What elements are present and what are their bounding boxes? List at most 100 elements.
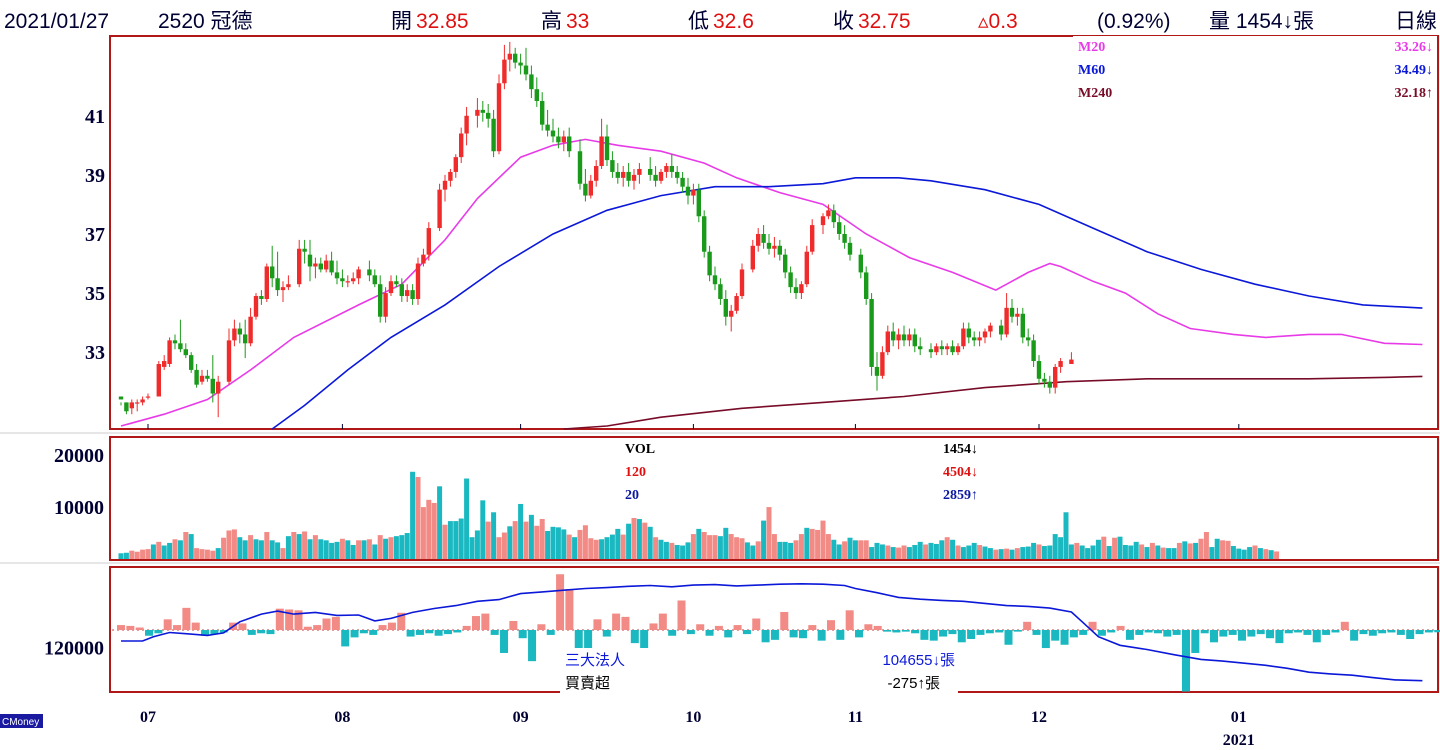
candle-body bbox=[1004, 307, 1009, 335]
month-tick-label: 11 bbox=[848, 709, 863, 726]
volume-bar bbox=[960, 547, 966, 559]
net-bar bbox=[238, 623, 247, 630]
net-bar bbox=[154, 630, 163, 634]
net-bar bbox=[415, 630, 424, 635]
legend-net-value: -275↑張 bbox=[887, 675, 940, 692]
legend-m60-name: M60 bbox=[1078, 63, 1105, 78]
volume-bar bbox=[874, 542, 880, 559]
candle-body bbox=[831, 210, 836, 223]
net-bar bbox=[1350, 630, 1359, 641]
price-legend-box bbox=[1073, 36, 1437, 104]
net-bar bbox=[331, 616, 340, 630]
candle-body bbox=[631, 174, 637, 181]
candle-body bbox=[475, 109, 480, 116]
net-bar bbox=[303, 626, 312, 630]
net-bar bbox=[1079, 630, 1088, 635]
ma-line-m60 bbox=[271, 177, 1423, 430]
volume-bar bbox=[194, 548, 200, 559]
volume-bar bbox=[815, 529, 821, 559]
volume-bar bbox=[539, 519, 545, 559]
candle-body bbox=[345, 281, 350, 283]
volume-bar bbox=[572, 537, 578, 559]
volume-bar bbox=[577, 529, 583, 559]
candle-body bbox=[264, 266, 269, 299]
volume-bar bbox=[1139, 544, 1145, 559]
net-bar bbox=[1210, 630, 1219, 643]
net-bar bbox=[537, 624, 546, 630]
net-bar bbox=[1415, 630, 1424, 635]
price-legend: M20 33.26↓ M60 34.49↓ M240 32.18↑ bbox=[1073, 36, 1437, 104]
net-bar bbox=[1153, 630, 1162, 634]
candle-body bbox=[804, 251, 809, 285]
volume-bar bbox=[609, 534, 615, 559]
net-bar bbox=[668, 630, 677, 636]
candle-body bbox=[772, 245, 777, 249]
candle-body bbox=[210, 378, 215, 394]
net-bar bbox=[509, 620, 518, 630]
legend-m20-value: 33.26↓ bbox=[1395, 40, 1434, 55]
change-value: ▵0.3 bbox=[978, 10, 1018, 33]
candle-body bbox=[140, 399, 145, 403]
month-tick-label: 09 bbox=[513, 709, 529, 726]
net-bar bbox=[359, 630, 368, 634]
volume-summary: 量 1454↓張 bbox=[1209, 10, 1314, 33]
volume-bar bbox=[1101, 536, 1107, 559]
volume-bar bbox=[555, 527, 561, 559]
volume-bar bbox=[291, 532, 297, 559]
net-bar bbox=[920, 630, 929, 640]
net-bar bbox=[453, 630, 462, 633]
net-bar bbox=[1340, 621, 1349, 630]
candle-body bbox=[302, 248, 307, 252]
institutional-tick-label: 120000 bbox=[44, 637, 104, 659]
candle-body bbox=[675, 171, 680, 178]
volume-bar bbox=[393, 536, 399, 559]
volume-bar bbox=[302, 531, 308, 559]
net-bar bbox=[649, 623, 658, 630]
candle-body bbox=[734, 296, 739, 311]
candle-body bbox=[313, 263, 318, 267]
candle-body bbox=[464, 115, 469, 134]
volume-bar bbox=[993, 549, 999, 559]
net-bar bbox=[1256, 630, 1265, 635]
volume-bar bbox=[528, 514, 534, 559]
candle-body bbox=[178, 343, 183, 350]
volume-bar bbox=[512, 521, 518, 559]
candle-body bbox=[567, 136, 572, 152]
volume-bar bbox=[739, 538, 745, 559]
volume-bar bbox=[1193, 542, 1199, 559]
candle-body bbox=[1020, 313, 1025, 338]
volume-bar bbox=[782, 541, 788, 559]
legend-vol20-name: 20 bbox=[625, 488, 639, 503]
net-bar bbox=[892, 630, 901, 633]
volume-bar bbox=[1241, 549, 1247, 559]
candle-body bbox=[156, 363, 161, 397]
volume-bar bbox=[588, 538, 594, 559]
volume-bar bbox=[480, 500, 486, 559]
watermark-badge bbox=[0, 714, 43, 728]
net-bar bbox=[471, 616, 480, 630]
volume-bar bbox=[831, 539, 837, 559]
volume-bar bbox=[507, 526, 513, 559]
volume-bar bbox=[123, 552, 129, 559]
net-bar bbox=[967, 630, 976, 640]
net-bar bbox=[275, 608, 284, 630]
volume-bar bbox=[669, 542, 675, 559]
candle-body bbox=[405, 290, 410, 297]
net-bar bbox=[117, 625, 125, 630]
candle-body bbox=[669, 166, 674, 172]
candle-body bbox=[950, 346, 955, 353]
candle-body bbox=[226, 340, 232, 382]
net-bar bbox=[322, 618, 331, 630]
candle-body bbox=[145, 396, 151, 398]
net-bar bbox=[864, 624, 873, 630]
volume-bar bbox=[836, 544, 842, 559]
candle-body bbox=[783, 254, 788, 273]
candle-body bbox=[162, 361, 167, 367]
month-tick-label: 12 bbox=[1031, 709, 1047, 726]
candle-body bbox=[118, 396, 124, 400]
volume-bar bbox=[971, 542, 977, 559]
net-bar bbox=[350, 630, 359, 638]
volume-bar bbox=[847, 537, 853, 559]
volume-bar bbox=[226, 530, 232, 559]
